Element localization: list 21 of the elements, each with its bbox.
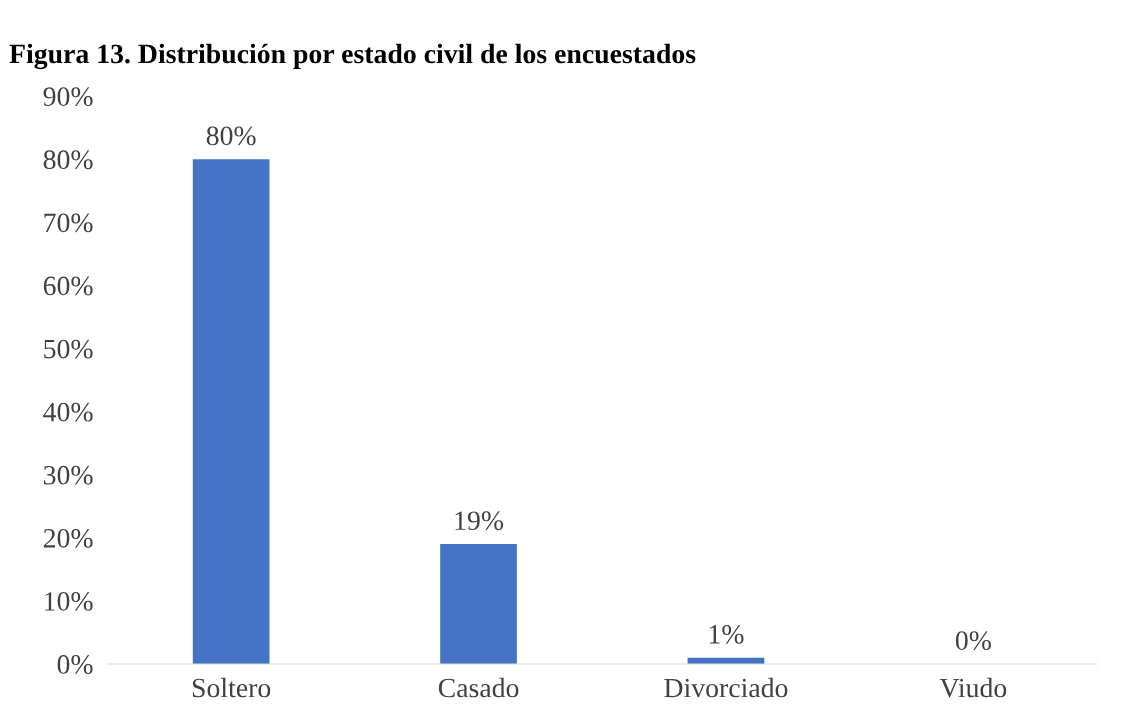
y-tick-label: 80% (43, 150, 93, 170)
x-tick-label: Soltero (192, 677, 271, 698)
y-tick-label: 30% (43, 465, 93, 485)
data-label: 1% (709, 624, 744, 644)
bar (440, 544, 517, 664)
y-tick-label: 90% (43, 87, 93, 107)
y-tick-label: 10% (45, 592, 93, 611)
data-label: 0% (955, 631, 991, 651)
y-tick-label: 0% (57, 655, 93, 674)
x-tick-label: Divorciado (664, 677, 788, 698)
y-tick-label: 20% (43, 528, 93, 548)
y-tick-label: 70% (44, 213, 93, 233)
data-label: 19% (455, 511, 504, 531)
y-tick-label: 40% (43, 402, 93, 422)
y-tick-label: 50% (44, 339, 93, 359)
x-tick-label: Viudo (939, 677, 1007, 698)
data-label: 80% (206, 126, 256, 146)
chart-title: Figura 13. Distribución por estado civil de los encuestados (9, 43, 696, 70)
y-tick-label: 60% (43, 276, 93, 296)
bar (192, 159, 270, 664)
x-tick-label: Casado (438, 677, 519, 698)
